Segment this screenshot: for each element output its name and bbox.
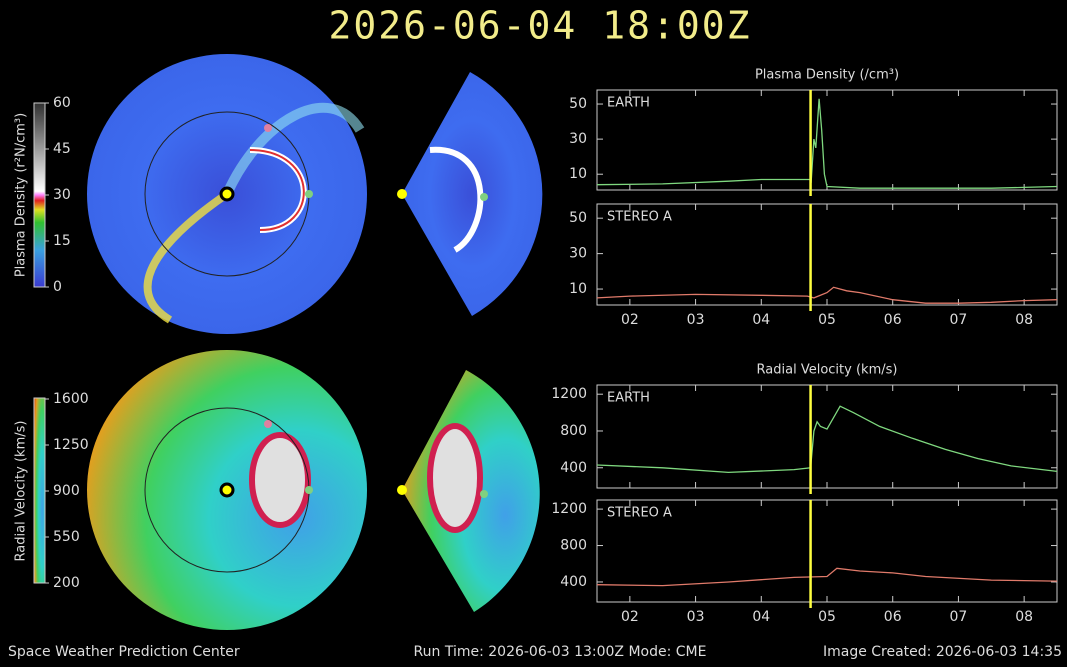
colorbar [33, 102, 46, 288]
x-tick-label: 03 [687, 312, 705, 328]
colorbar-tick-label: 15 [53, 233, 71, 249]
footer-right: Image Created: 2026-06-03 14:35 [823, 644, 1062, 660]
density-simulation [87, 54, 543, 334]
panel-label: EARTH [607, 391, 650, 406]
x-tick-label: 06 [884, 312, 902, 328]
y-tick-label: 10 [569, 166, 587, 182]
x-tick-label: 02 [621, 609, 639, 625]
section-title: Radial Velocity (km/s) [757, 363, 898, 378]
panel-label: STEREO A [607, 506, 672, 521]
y-tick-label: 50 [569, 96, 587, 112]
y-tick-label: 30 [569, 131, 587, 147]
x-tick-label: 04 [752, 609, 770, 625]
y-tick-label: 10 [569, 281, 587, 297]
panel-label: STEREO A [607, 210, 672, 225]
colorbar-tick-label: 1250 [53, 437, 89, 453]
y-tick-label: 1200 [551, 501, 587, 517]
x-tick-label: 08 [1015, 312, 1033, 328]
colorbar-tick-label: 900 [53, 483, 80, 499]
colorbar-tick-label: 30 [53, 187, 71, 203]
data-line [596, 405, 1058, 474]
colorbar [33, 397, 46, 584]
y-tick-label: 400 [560, 574, 587, 590]
colorbar-label: Radial Velocity (km/s) [14, 421, 29, 562]
data-line [596, 567, 1058, 587]
plot-frame [596, 89, 1058, 191]
plot-frame [596, 384, 1058, 489]
x-tick-label: 02 [621, 312, 639, 328]
y-tick-label: 30 [569, 246, 587, 262]
panel-label: EARTH [607, 96, 650, 111]
x-tick-label: 06 [884, 609, 902, 625]
colorbar-tick-label: 550 [53, 529, 80, 545]
x-tick-label: 05 [818, 312, 836, 328]
colorbar-tick-label: 0 [53, 279, 62, 295]
x-tick-label: 04 [752, 312, 770, 328]
y-tick-label: 800 [560, 538, 587, 554]
data-line [596, 98, 1058, 189]
colorbar-label: Plasma Density (r²N/cm³) [14, 113, 29, 277]
y-tick-label: 1200 [551, 386, 587, 402]
velocity-simulation [87, 350, 540, 630]
data-line [596, 286, 1058, 304]
x-tick-label: 08 [1015, 609, 1033, 625]
y-tick-label: 800 [560, 423, 587, 439]
y-tick-label: 400 [560, 460, 587, 476]
colorbar-tick-label: 200 [53, 575, 80, 591]
section-title: Plasma Density (/cm³) [755, 68, 899, 83]
colorbar-tick-label: 60 [53, 95, 71, 111]
footer-left: Space Weather Prediction Center [8, 644, 240, 660]
colorbar-tick-label: 1600 [53, 391, 89, 407]
x-tick-label: 03 [687, 609, 705, 625]
x-tick-label: 07 [950, 609, 968, 625]
x-tick-label: 05 [818, 609, 836, 625]
x-tick-label: 07 [950, 312, 968, 328]
footer-center: Run Time: 2026-06-03 13:00Z Mode: CME [414, 644, 707, 660]
y-tick-label: 50 [569, 210, 587, 226]
page-title: 2026-06-04 18:00Z [329, 4, 752, 48]
colorbar-tick-label: 45 [53, 141, 71, 157]
